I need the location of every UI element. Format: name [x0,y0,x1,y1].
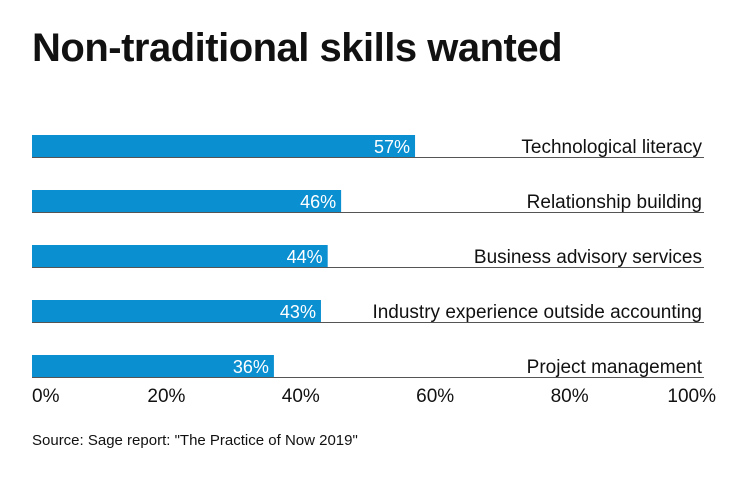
bar-chart: 57% Technological literacy 46% Relationship… [32,135,716,407]
bar-value-label: 46% [300,192,336,212]
x-tick-label: 20% [147,386,185,407]
x-tick-label: 100% [667,386,716,407]
bar [32,355,274,377]
x-tick-label: 60% [416,386,454,407]
category-label: Relationship building [527,192,702,213]
x-tick-label: 40% [282,386,320,407]
category-label: Business advisory services [474,247,702,268]
bar-value-label: 43% [280,302,316,322]
x-tick-label: 80% [551,386,589,407]
source-note: Source: Sage report: "The Practice of No… [32,432,358,449]
chart-title: Non-traditional skills wanted [32,26,563,70]
category-label: Industry experience outside accounting [372,302,702,323]
bar-value-label: 36% [233,357,269,377]
bar-value-label: 57% [374,137,410,157]
bar-value-label: 44% [287,247,323,267]
bar [32,300,321,322]
x-tick-label: 0% [32,386,60,407]
category-label: Project management [527,357,703,378]
bar [32,190,342,212]
bar [32,135,416,157]
bar [32,245,328,267]
category-label: Technological literacy [521,137,702,158]
